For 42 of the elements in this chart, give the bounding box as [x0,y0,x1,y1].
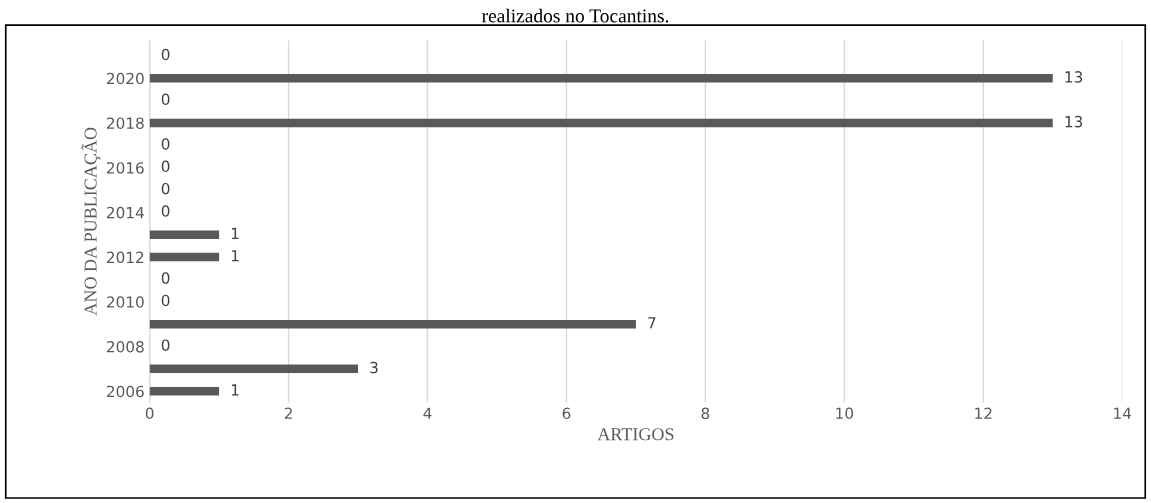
y-tick-label: 2010 [107,296,144,308]
x-axis-title: ARTIGOS [597,428,674,441]
y-tick-label: 2012 [107,251,144,264]
data-label: 0 [161,138,170,150]
data-label: 1 [231,384,239,396]
x-tick-label: 14 [1114,407,1132,419]
bar [149,74,1053,83]
x-tick-label: 12 [975,407,992,419]
data-label: 13 [1065,115,1083,128]
bar [149,386,220,396]
data-label: 3 [370,361,378,374]
data-label: 0 [161,294,170,307]
data-label: 1 [231,250,239,262]
y-tick-label: 2020 [107,72,144,85]
data-label: 0 [161,339,170,351]
y-tick-label: 2008 [107,340,144,353]
x-tick-label: 2 [284,407,292,419]
bar [149,319,636,329]
y-tick-label: 2018 [107,117,144,129]
x-tick-label: 6 [562,407,571,420]
data-label: 0 [161,182,170,195]
y-tick-label: 2006 [107,385,144,398]
y-tick-label: 2014 [107,206,144,219]
bar [149,230,220,239]
data-label: 0 [161,48,170,61]
data-label: 0 [161,93,170,106]
x-tick-label: 8 [701,407,710,420]
x-tick-label: 4 [423,407,432,419]
bar [149,118,1053,128]
data-label: 13 [1065,71,1083,83]
bar [149,252,220,262]
data-label: 0 [161,272,170,284]
data-label: 7 [648,317,656,329]
bar [149,364,359,374]
y-tick-label: 2016 [107,162,144,174]
y-axis-title: ANO DA PUBLICAÇÃO [81,127,101,316]
x-tick-label: 10 [836,407,854,420]
data-label: 1 [231,227,239,239]
data-label: 0 [161,160,170,173]
chart-title: realizados no Tocantins. [481,8,669,23]
data-label: 0 [161,205,170,217]
x-tick-label: 0 [145,407,154,420]
